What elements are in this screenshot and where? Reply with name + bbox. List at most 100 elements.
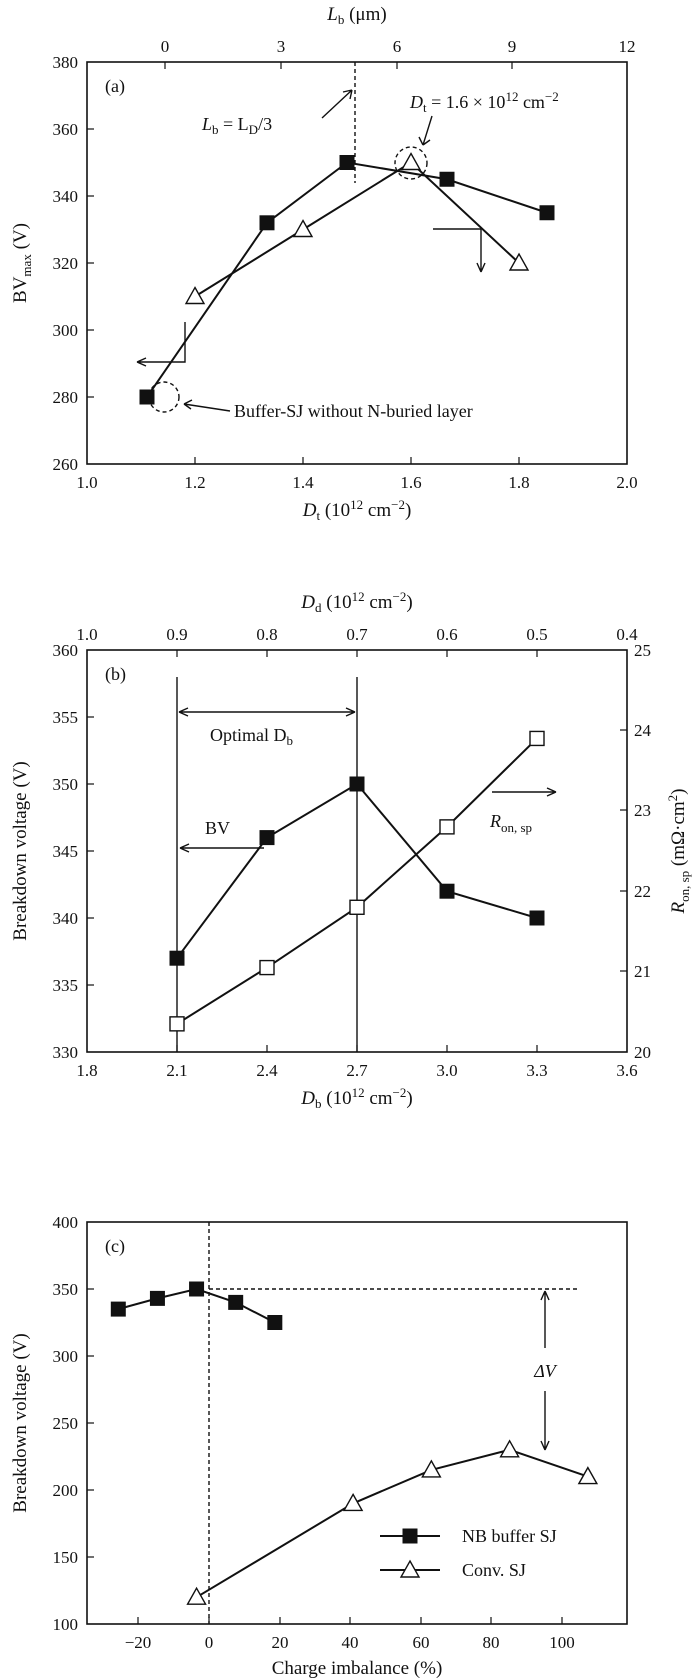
- a-xtick: 1.8: [508, 473, 529, 492]
- b-right-ytick: 20: [634, 1043, 651, 1062]
- a-xlabel: Dt (1012 cm−2): [302, 497, 412, 523]
- b-top-xtick: 0.6: [436, 625, 457, 644]
- c-point-conv: [577, 1466, 599, 1485]
- b-xtick: 1.8: [76, 1061, 97, 1080]
- a-point-square: [439, 171, 455, 187]
- b-top-xtick: 0.8: [256, 625, 277, 644]
- c-ytick: 250: [53, 1414, 79, 1433]
- c-point-nb: [189, 1281, 205, 1297]
- panel-a-left-ticks: 260 280 300 320 340 360 380: [53, 53, 94, 474]
- c-ytick: 200: [53, 1481, 79, 1500]
- b-ytick: 340: [53, 909, 79, 928]
- panel-b: 1.8 2.1 2.4 2.7 3.0 3.3 3.6 1.0 0.9 0.8 …: [10, 589, 692, 1111]
- a-xtick: 1.4: [292, 473, 314, 492]
- c-ytick: 400: [53, 1213, 79, 1232]
- b-optimal-arrow: [178, 707, 356, 717]
- b-ytick: 360: [53, 641, 79, 660]
- a-point-square: [259, 215, 275, 231]
- c-series-line-conv: [196, 1448, 589, 1599]
- b-point-bv: [439, 883, 455, 899]
- c-legend: NB buffer SJ Conv. SJ: [380, 1526, 557, 1580]
- a-xtick: 1.2: [184, 473, 205, 492]
- a-ytick: 320: [53, 254, 79, 273]
- a-point-triangle: [184, 286, 206, 305]
- a-top-xtick: 0: [161, 37, 170, 56]
- panel-a-top-ticks: 0 3 6 9 12: [161, 37, 636, 69]
- panel-a-bottom-ticks: 1.0 1.2 1.4 1.6 1.8 2.0: [76, 457, 638, 492]
- b-xlabel: Db (1012 cm−2): [300, 1085, 412, 1111]
- panel-c-left-ticks: 100 150 200 250 300 350 400: [53, 1213, 94, 1634]
- b-ytick: 330: [53, 1043, 79, 1062]
- b-right-ytick: 22: [634, 882, 651, 901]
- a-series-line-triangle: [194, 161, 520, 298]
- c-point-nb: [149, 1290, 165, 1306]
- b-ytick: 355: [53, 708, 79, 727]
- a-top-xlabel: Lb (μm): [326, 4, 386, 27]
- a-top-xtick: 6: [393, 37, 402, 56]
- panel-b-plot: [169, 730, 545, 1032]
- b-ron-arrow: [492, 787, 557, 797]
- a-top-xtick: 3: [277, 37, 286, 56]
- a-dt-arrow: [418, 115, 433, 146]
- panel-b-bottom-ticks: 1.8 2.1 2.4 2.7 3.0 3.3 3.6: [76, 1045, 638, 1080]
- a-ytick: 340: [53, 187, 79, 206]
- a-series-line-square: [146, 161, 548, 398]
- a-xtick: 2.0: [616, 473, 637, 492]
- panel-b-right-ticks: 20 21 22 23 24 25: [620, 641, 652, 1062]
- b-top-xtick: 0.5: [526, 625, 547, 644]
- c-delta-down-arrow: [540, 1391, 550, 1451]
- a-top-axis-arrow: [433, 228, 486, 273]
- a-left-axis-arrow: [136, 322, 186, 367]
- b-ytick: 345: [53, 842, 79, 861]
- b-top-xtick: 0.4: [616, 625, 638, 644]
- b-right-ytick: 23: [634, 801, 651, 820]
- panel-b-top-ticks: 1.0 0.9 0.8 0.7 0.6 0.5 0.4: [76, 625, 638, 657]
- a-ytick: 280: [53, 388, 79, 407]
- panel-a: 1.0 1.2 1.4 1.6 1.8 2.0 0 3 6 9 12 260 2…: [10, 4, 638, 523]
- panel-b-left-ticks: 330 335 340 345 350 355 360: [53, 641, 94, 1062]
- c-legend-label-conv: Conv. SJ: [462, 1560, 526, 1580]
- a-dt-annotation: Dt = 1.6 × 1012 cm−2: [409, 89, 559, 115]
- b-ytick: 350: [53, 775, 79, 794]
- a-buffer-annotation: Buffer-SJ without N-buried layer: [234, 401, 473, 421]
- a-lb-annotation: Lb = LD/3: [201, 114, 272, 137]
- c-xtick: 20: [272, 1633, 289, 1652]
- c-legend-marker-conv: [399, 1559, 421, 1578]
- c-ylabel: Breakdown voltage (V): [10, 1333, 31, 1512]
- b-right-ytick: 24: [634, 721, 652, 740]
- c-point-nb: [228, 1294, 244, 1310]
- b-xtick: 3.6: [616, 1061, 637, 1080]
- panel-c-plot: [110, 1281, 599, 1605]
- c-ytick: 300: [53, 1347, 79, 1366]
- c-point-conv: [421, 1459, 442, 1478]
- c-point-conv: [499, 1439, 520, 1458]
- c-xtick: 0: [205, 1633, 214, 1652]
- a-xtick: 1.6: [400, 473, 421, 492]
- a-panel-label: (a): [105, 76, 125, 97]
- a-ytick: 260: [53, 455, 79, 474]
- c-xtick: 60: [413, 1633, 430, 1652]
- c-delta-up-arrow: [540, 1290, 550, 1348]
- c-ytick: 350: [53, 1280, 79, 1299]
- a-xtick: 1.0: [76, 473, 97, 492]
- c-ytick: 100: [53, 1615, 79, 1634]
- c-delta-label: ΔV: [533, 1361, 558, 1381]
- b-xtick: 3.0: [436, 1061, 457, 1080]
- a-point-square: [339, 155, 355, 170]
- a-buffer-circle: [148, 381, 180, 413]
- a-top-xtick: 12: [619, 37, 636, 56]
- c-panel-label: (c): [105, 1236, 125, 1257]
- b-bv-label: BV: [205, 818, 230, 838]
- a-point-triangle: [292, 219, 314, 238]
- b-point-bv: [259, 830, 275, 846]
- c-xtick: 80: [483, 1633, 500, 1652]
- a-ylabel: BVmax (V): [10, 223, 34, 303]
- c-point-conv: [186, 1586, 207, 1605]
- b-right-ylabel: Ron, sp (mΩ·cm2): [665, 788, 692, 914]
- panel-c: −20 0 20 40 60 80 100 100 150 200 250 30…: [10, 1213, 628, 1678]
- b-ylabel: Breakdown voltage (V): [10, 761, 31, 940]
- b-top-xtick: 0.9: [166, 625, 187, 644]
- b-xtick: 2.7: [346, 1061, 368, 1080]
- c-legend-marker-nb: [402, 1528, 418, 1544]
